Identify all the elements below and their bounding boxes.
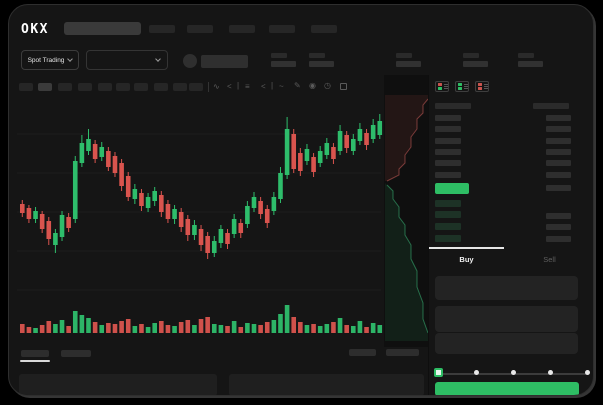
history-clock-icon[interactable]: ◷ bbox=[324, 81, 331, 90]
depth-chart-background bbox=[384, 75, 429, 347]
chart-type-icon[interactable]: ∿ bbox=[213, 82, 220, 91]
fullscreen-expand-icon[interactable] bbox=[340, 83, 347, 90]
ask-row-amount bbox=[546, 115, 571, 121]
timeframe-button-3[interactable] bbox=[58, 83, 72, 91]
timeframe-button-7[interactable] bbox=[134, 83, 148, 91]
orderbook-view-asks-icon[interactable] bbox=[475, 81, 489, 92]
last-price-indicator[interactable] bbox=[435, 183, 469, 194]
tab-sell[interactable]: Sell bbox=[543, 255, 556, 264]
timeframe-button-4[interactable] bbox=[78, 83, 92, 91]
buy-submit-button[interactable] bbox=[435, 382, 579, 395]
ask-row-price[interactable] bbox=[435, 149, 461, 155]
stat-value-4 bbox=[463, 61, 488, 67]
bid-row-amount bbox=[546, 224, 571, 230]
timeframe-button-8[interactable] bbox=[154, 83, 168, 91]
timeframe-button-5[interactable] bbox=[98, 83, 112, 91]
ask-row-price[interactable] bbox=[435, 115, 461, 121]
stat-value-5 bbox=[518, 61, 543, 67]
price-chart-canvas[interactable] bbox=[9, 5, 594, 396]
stat-label-3 bbox=[396, 53, 412, 58]
timeframe-button-1[interactable] bbox=[19, 83, 33, 91]
bid-row-price[interactable] bbox=[435, 235, 461, 242]
stat-label-1 bbox=[271, 53, 287, 58]
tab-buy[interactable]: Buy bbox=[429, 247, 504, 271]
bid-row-price[interactable] bbox=[435, 223, 461, 230]
price-input[interactable] bbox=[435, 276, 578, 300]
stat-value-3 bbox=[396, 61, 421, 67]
amount-slider-handle[interactable] bbox=[434, 368, 443, 377]
panel-divider bbox=[428, 75, 429, 395]
draw-pencil-icon[interactable]: ✎ bbox=[294, 81, 301, 90]
line-tool-icon[interactable]: ~ bbox=[279, 82, 284, 91]
trade-panel: Buy Sell bbox=[429, 75, 593, 395]
last-price-amount bbox=[546, 185, 571, 191]
orders-empty-panel bbox=[19, 374, 217, 395]
ask-row-amount bbox=[546, 160, 571, 166]
toolbar-divider: | bbox=[237, 81, 240, 90]
app-window: OKX Spot Trading bbox=[8, 4, 594, 396]
total-input[interactable] bbox=[435, 333, 578, 354]
orderbook-view-both-icon[interactable] bbox=[435, 81, 449, 92]
nav-item-5[interactable] bbox=[311, 25, 337, 33]
bottom-tab-history[interactable] bbox=[61, 350, 91, 357]
ask-row-amount bbox=[546, 126, 571, 132]
orderbook-col-header-price bbox=[435, 103, 471, 109]
ask-row-price[interactable] bbox=[435, 160, 461, 166]
bottom-filter-1[interactable] bbox=[349, 349, 376, 356]
timeframe-button-2-active[interactable] bbox=[38, 83, 52, 91]
trading-mode-label: Spot Trading bbox=[27, 56, 65, 64]
bid-row-amount bbox=[546, 236, 571, 242]
pair-name-placeholder[interactable] bbox=[201, 55, 248, 68]
nav-item-1[interactable] bbox=[149, 25, 175, 33]
nav-item-3[interactable] bbox=[229, 25, 255, 33]
slider-step-50[interactable] bbox=[510, 370, 516, 375]
toolbar-divider bbox=[208, 82, 209, 92]
screenshot-camera-icon[interactable]: ◉ bbox=[309, 81, 316, 90]
timeframe-button-9[interactable] bbox=[173, 83, 187, 91]
slider-step-25[interactable] bbox=[473, 370, 479, 375]
amount-input[interactable] bbox=[435, 306, 578, 332]
stat-label-2 bbox=[309, 53, 325, 58]
stat-label-5 bbox=[518, 53, 534, 58]
orderbook-view-bids-icon[interactable] bbox=[455, 81, 469, 92]
slider-step-100[interactable] bbox=[584, 370, 590, 375]
positions-empty-panel bbox=[229, 374, 424, 395]
ask-row-price[interactable] bbox=[435, 138, 461, 144]
bid-row-amount bbox=[546, 213, 571, 219]
timeframe-button-10[interactable] bbox=[189, 83, 203, 91]
ask-row-amount bbox=[546, 172, 571, 178]
slider-step-75[interactable] bbox=[547, 370, 553, 375]
ask-row-price[interactable] bbox=[435, 126, 461, 132]
ask-row-amount bbox=[546, 138, 571, 144]
ask-row-price[interactable] bbox=[435, 172, 461, 178]
orderbook-col-header-amount bbox=[533, 103, 569, 109]
bid-row-price[interactable] bbox=[435, 200, 461, 207]
ask-row-amount bbox=[546, 149, 571, 155]
timeframe-button-6[interactable] bbox=[116, 83, 130, 91]
pair-selector-dropdown[interactable] bbox=[86, 50, 168, 70]
coin-icon bbox=[183, 54, 197, 68]
order-side-tabs: Buy Sell bbox=[429, 247, 593, 271]
stat-value-2 bbox=[309, 61, 334, 67]
nav-item-2[interactable] bbox=[187, 25, 213, 33]
okx-logo[interactable]: OKX bbox=[21, 22, 49, 37]
search-input[interactable] bbox=[64, 22, 141, 35]
chevron-down-icon[interactable]: ˂ bbox=[261, 82, 266, 91]
indicators-icon[interactable]: ≡ bbox=[245, 82, 250, 91]
bid-row-price[interactable] bbox=[435, 211, 461, 218]
stat-label-4 bbox=[463, 53, 479, 58]
stat-value-1 bbox=[271, 61, 296, 67]
bottom-filter-2[interactable] bbox=[386, 349, 419, 356]
bottom-tab-orders-active[interactable] bbox=[21, 350, 49, 357]
active-tab-underline bbox=[20, 360, 50, 362]
toolbar-divider: | bbox=[271, 81, 274, 90]
nav-item-4[interactable] bbox=[269, 25, 295, 33]
chevron-down-icon[interactable]: ˂ bbox=[227, 82, 232, 91]
trading-mode-selector[interactable]: Spot Trading bbox=[21, 50, 79, 70]
